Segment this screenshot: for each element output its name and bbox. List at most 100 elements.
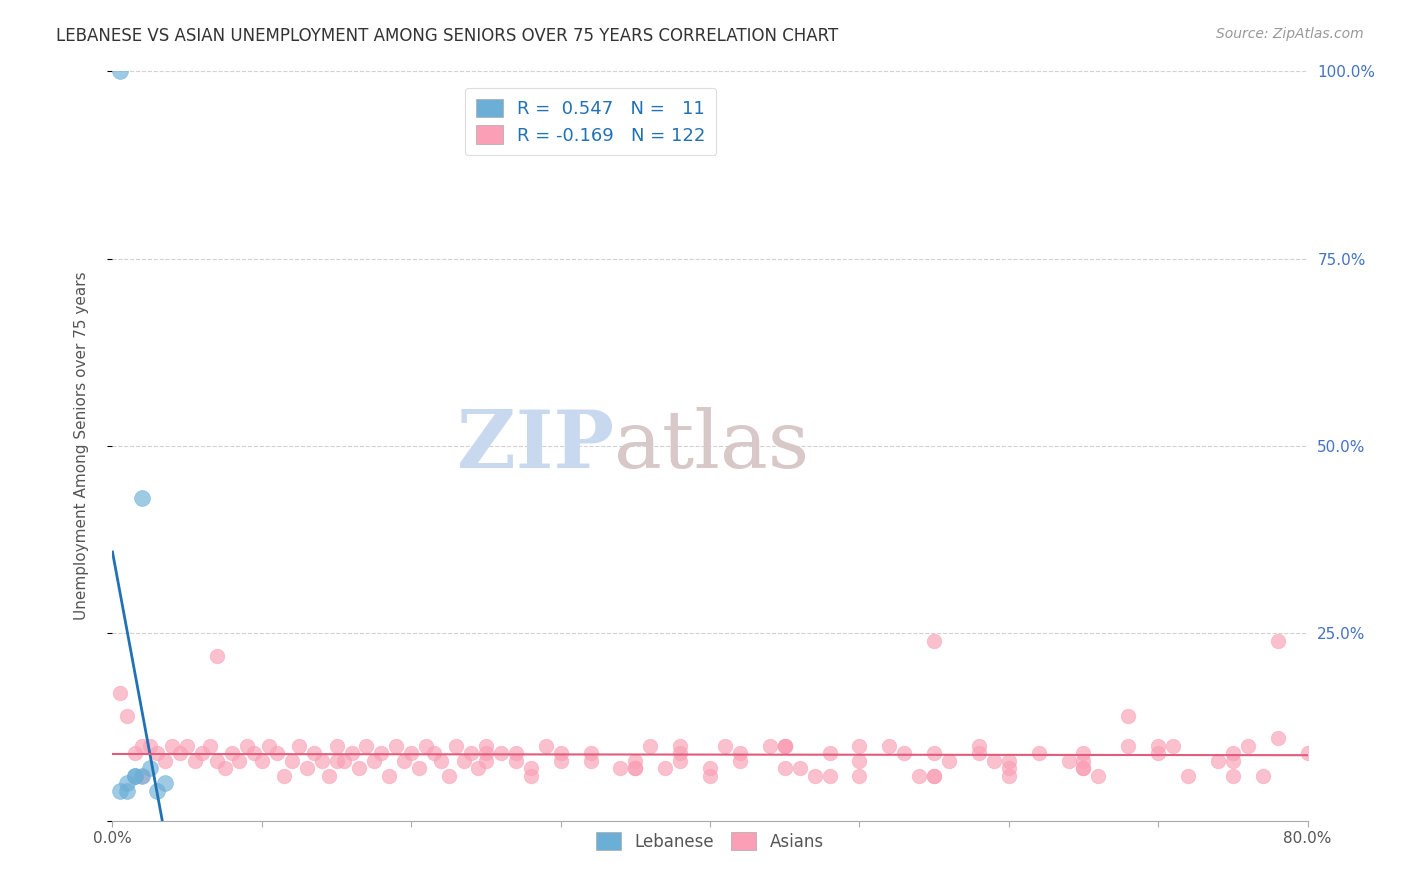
Point: [183, 754, 205, 768]
Point: [117, 708, 139, 723]
Point: [922, 769, 945, 783]
Point: [998, 754, 1021, 768]
Point: [654, 761, 676, 775]
Point: [1073, 746, 1095, 760]
Point: [1147, 739, 1170, 753]
Point: [250, 754, 273, 768]
Point: [1073, 761, 1095, 775]
Point: [998, 761, 1021, 775]
Point: [922, 633, 945, 648]
Point: [302, 746, 325, 760]
Point: [162, 739, 183, 753]
Point: [243, 746, 266, 760]
Point: [108, 64, 131, 78]
Point: [1147, 746, 1170, 760]
Point: [789, 761, 811, 775]
Point: [191, 746, 214, 760]
Point: [117, 783, 139, 797]
Point: [1267, 633, 1289, 648]
Point: [124, 746, 146, 760]
Point: [131, 769, 153, 783]
Point: [1073, 754, 1095, 768]
Point: [325, 739, 347, 753]
Point: [520, 769, 543, 783]
Point: [117, 776, 139, 790]
Point: [325, 754, 347, 768]
Point: [1161, 739, 1184, 753]
Point: [131, 491, 153, 506]
Point: [281, 754, 304, 768]
Point: [1222, 746, 1244, 760]
Point: [453, 754, 475, 768]
Point: [221, 746, 243, 760]
Point: [311, 754, 333, 768]
Point: [108, 686, 131, 700]
Point: [139, 761, 162, 775]
Point: [669, 739, 692, 753]
Point: [415, 739, 437, 753]
Point: [893, 746, 915, 760]
Point: [550, 746, 572, 760]
Point: [699, 769, 721, 783]
Point: [505, 746, 527, 760]
Point: [236, 739, 259, 753]
Point: [340, 746, 363, 760]
Point: [318, 769, 340, 783]
Point: [1296, 746, 1319, 760]
Point: [347, 761, 370, 775]
Point: [848, 739, 870, 753]
Point: [1057, 754, 1080, 768]
Point: [773, 739, 796, 753]
Point: [848, 769, 870, 783]
Point: [363, 754, 385, 768]
Point: [205, 648, 228, 663]
Y-axis label: Unemployment Among Seniors over 75 years: Unemployment Among Seniors over 75 years: [75, 272, 89, 620]
Point: [1237, 739, 1260, 753]
Point: [169, 746, 191, 760]
Point: [460, 746, 482, 760]
Point: [1222, 754, 1244, 768]
Point: [818, 769, 841, 783]
Point: [714, 739, 737, 753]
Point: [153, 776, 176, 790]
Point: [1087, 769, 1109, 783]
Point: [475, 739, 498, 753]
Text: Source: ZipAtlas.com: Source: ZipAtlas.com: [1216, 27, 1364, 41]
Point: [773, 739, 796, 753]
Point: [967, 746, 990, 760]
Point: [422, 746, 444, 760]
Point: [408, 761, 430, 775]
Point: [430, 754, 453, 768]
Point: [879, 739, 901, 753]
Point: [803, 769, 825, 783]
Point: [1177, 769, 1199, 783]
Point: [401, 746, 423, 760]
Point: [475, 746, 498, 760]
Point: [392, 754, 415, 768]
Point: [505, 754, 527, 768]
Point: [773, 761, 796, 775]
Point: [1251, 769, 1274, 783]
Point: [108, 783, 131, 797]
Point: [534, 739, 557, 753]
Point: [938, 754, 960, 768]
Legend: Lebanese, Asians: Lebanese, Asians: [591, 826, 830, 857]
Point: [273, 769, 295, 783]
Point: [759, 739, 782, 753]
Point: [1206, 754, 1229, 768]
Point: [922, 746, 945, 760]
Point: [259, 739, 281, 753]
Point: [624, 761, 647, 775]
Text: ZIP: ZIP: [457, 407, 614, 485]
Point: [124, 769, 146, 783]
Point: [669, 746, 692, 760]
Point: [356, 739, 378, 753]
Point: [848, 754, 870, 768]
Point: [983, 754, 1005, 768]
Point: [176, 739, 198, 753]
Point: [370, 746, 392, 760]
Point: [998, 769, 1021, 783]
Point: [288, 739, 311, 753]
Point: [967, 739, 990, 753]
Point: [467, 761, 489, 775]
